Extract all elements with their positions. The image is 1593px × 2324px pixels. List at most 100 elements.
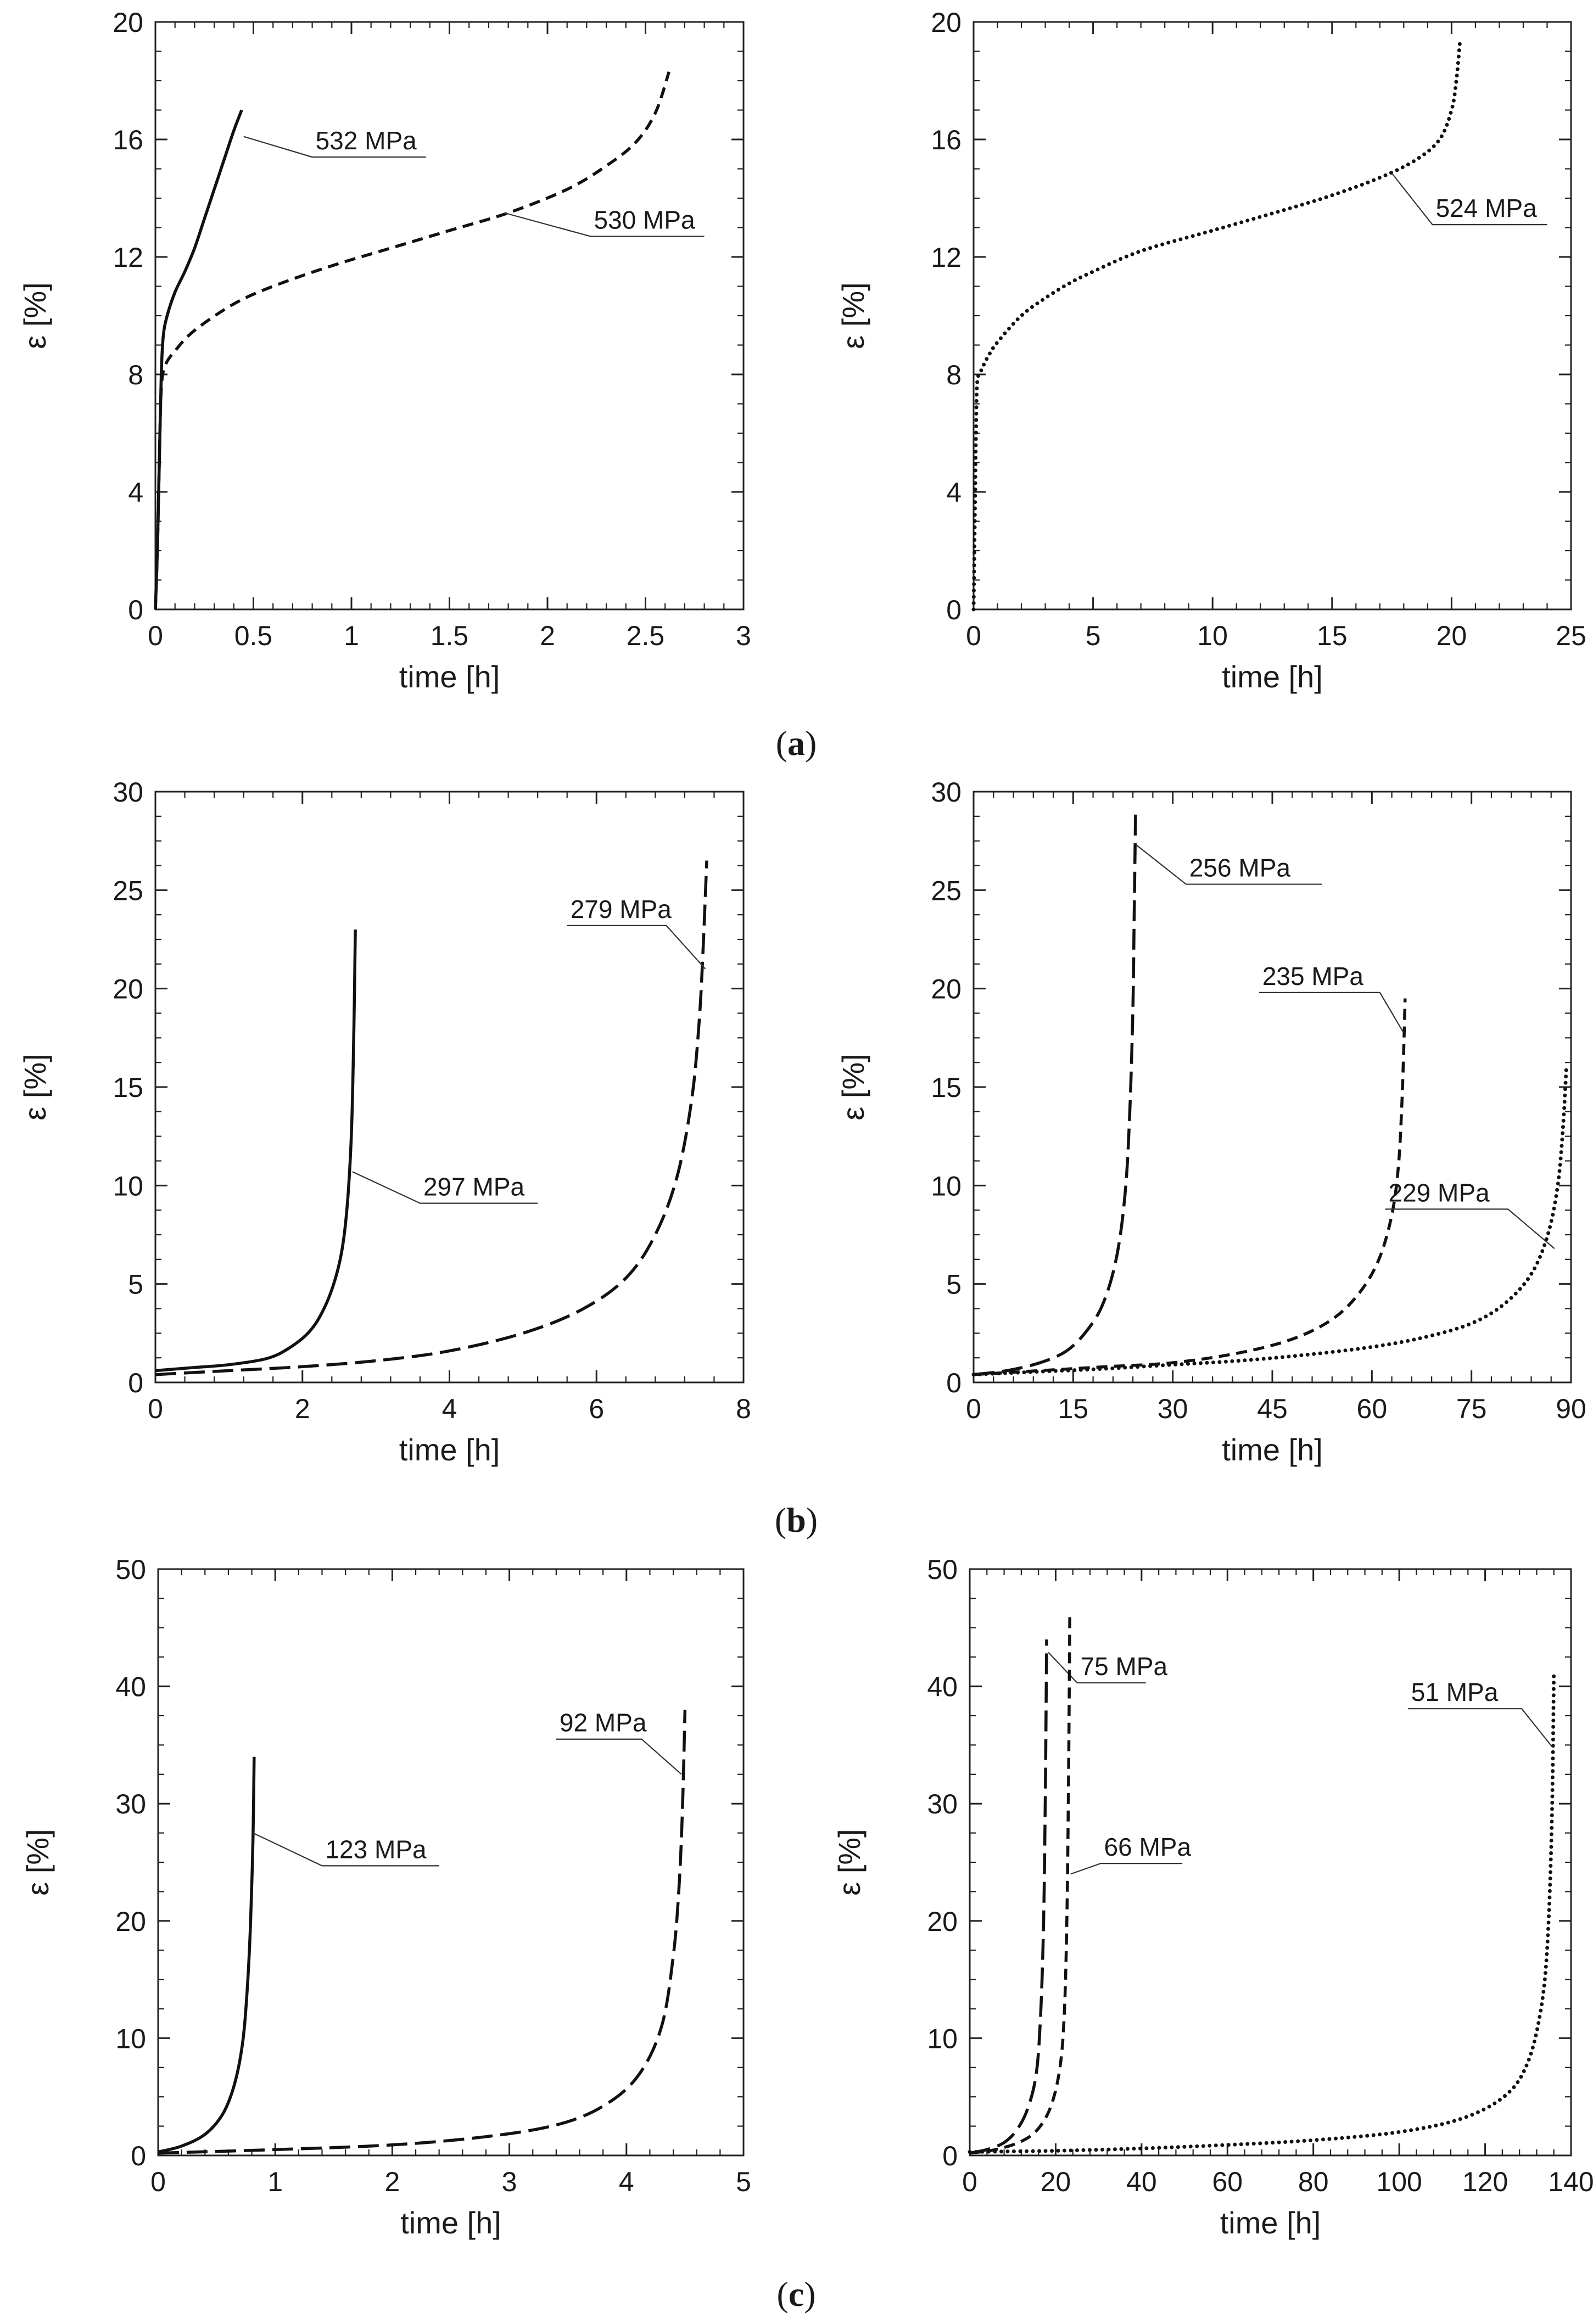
series-line-92-mpa — [158, 1710, 687, 2155]
chart-b-left: 0 2 4 6 8 0 5 10 15 20 25 30 time [h] ε [%] 297 MPa 279… — [18, 777, 751, 1467]
x-tick-label: 2.5 — [627, 620, 665, 651]
plot-frame — [157, 1568, 745, 2157]
y-tick-label: 10 — [927, 2023, 958, 2054]
series-line-51-mpa — [968, 1672, 1556, 2154]
x-axis-label: time [h] — [1222, 659, 1323, 694]
plot-frame — [969, 1568, 1572, 2157]
x-tick-label: 2 — [384, 2166, 400, 2197]
annotation-leader — [1136, 844, 1322, 885]
annotation-leader — [1048, 1651, 1146, 1684]
panel-caption-c: (c) — [776, 2275, 815, 2314]
annotation-leader — [504, 212, 705, 237]
plot-frame — [972, 21, 1572, 611]
x-tick-label: 120 — [1462, 2166, 1508, 2197]
y-tick-label: 12 — [931, 242, 962, 273]
x-tick-label: 10 — [1197, 620, 1228, 651]
series-line-235-mpa — [973, 998, 1407, 1376]
x-tick-label: 0 — [966, 1393, 981, 1424]
x-tick-label: 0 — [150, 2166, 166, 2197]
annotation-leader — [352, 1171, 538, 1204]
y-tick-label: 16 — [113, 125, 143, 155]
y-tick-label: 8 — [128, 360, 143, 390]
chart-c-right: 0 20 40 60 80 100 120 140 0 10 20 30 40 50 time [h] ε [… — [832, 1554, 1593, 2240]
annotation-leader — [556, 1738, 682, 1775]
y-tick-label: 20 — [927, 1906, 958, 1937]
x-tick-label: 0 — [962, 2166, 977, 2197]
x-tick-label: 20 — [1437, 620, 1467, 651]
y-tick-label: 40 — [115, 1672, 146, 1703]
y-tick-label: 0 — [128, 595, 143, 625]
annotation-label: 51 MPa — [1411, 1678, 1499, 1706]
y-tick-label: 0 — [128, 1368, 143, 1398]
chart-a-left: 0 0.5 1 1.5 2 2.5 3 0 4 8 12 16 20 time [h] ε [%] 532 M… — [18, 7, 751, 694]
x-tick-label: 5 — [1086, 620, 1101, 651]
x-tick-label: 80 — [1298, 2166, 1329, 2197]
x-tick-label: 15 — [1058, 1393, 1089, 1424]
x-tick-label: 1 — [267, 2166, 283, 2197]
series-line-279-mpa — [155, 860, 708, 1376]
y-tick-label: 30 — [115, 1789, 146, 1819]
x-tick-label: 25 — [1556, 620, 1586, 651]
x-tick-label: 0 — [148, 620, 163, 651]
annotation-leader — [253, 1832, 439, 1867]
y-axis-label: ε [%] — [832, 1829, 867, 1895]
x-tick-label: 3 — [736, 620, 751, 651]
x-tick-label: 2 — [295, 1393, 310, 1424]
panel-caption-b: (b) — [775, 1500, 818, 1539]
x-tick-label: 1.5 — [431, 620, 469, 651]
annotation-label: 66 MPa — [1104, 1833, 1192, 1861]
chart-b-right: 0 15 30 45 60 75 90 0 5 10 15 20 25 30 time [h] ε [%] 25… — [836, 777, 1586, 1467]
y-axis-label: ε [%] — [20, 1829, 55, 1895]
annotation-leader — [1391, 172, 1547, 226]
y-tick-label: 25 — [931, 875, 962, 906]
x-tick-label: 140 — [1548, 2166, 1593, 2197]
x-tick-label: 0.5 — [234, 620, 273, 651]
x-tick-label: 15 — [1317, 620, 1348, 651]
y-tick-label: 0 — [946, 1368, 962, 1398]
x-tick-label: 3 — [502, 2166, 517, 2197]
y-tick-label: 40 — [927, 1672, 958, 1703]
x-axis-label: time [h] — [400, 2205, 501, 2240]
x-tick-label: 100 — [1376, 2166, 1422, 2197]
annotation-label: 279 MPa — [571, 895, 672, 923]
chart-a-right: 0 5 10 15 20 25 0 4 8 12 16 20 time [h] ε [%] 524 MPa — [836, 7, 1586, 694]
y-tick-label: 10 — [115, 2023, 146, 2054]
annotation-label: 530 MPa — [594, 206, 696, 234]
x-tick-label: 60 — [1212, 2166, 1243, 2197]
y-tick-label: 20 — [115, 1906, 146, 1937]
y-axis-label: ε [%] — [836, 1054, 870, 1120]
y-tick-label: 5 — [128, 1269, 143, 1300]
x-tick-label: 30 — [1158, 1393, 1188, 1424]
y-axis-label: ε [%] — [836, 282, 870, 349]
plot-frame — [154, 791, 745, 1384]
y-tick-label: 4 — [946, 477, 962, 508]
y-tick-label: 0 — [131, 2141, 146, 2171]
x-axis-label: time [h] — [399, 659, 500, 694]
y-axis-label: ε [%] — [18, 282, 52, 349]
x-tick-label: 4 — [619, 2166, 634, 2197]
series-line-256-mpa — [973, 811, 1137, 1376]
x-tick-label: 60 — [1357, 1393, 1388, 1424]
series-line-75-mpa — [969, 1639, 1048, 2155]
series-line-123-mpa — [158, 1756, 256, 2154]
y-tick-label: 10 — [931, 1171, 962, 1201]
annotation-label: 532 MPa — [316, 126, 417, 155]
series-line-297-mpa — [155, 929, 357, 1373]
x-tick-label: 45 — [1257, 1393, 1288, 1424]
y-axis-label: ε [%] — [18, 1054, 52, 1120]
annotation-leader — [1407, 1708, 1553, 1748]
panel-captions: (a) (b) (c) — [775, 724, 818, 2314]
y-tick-label: 30 — [927, 1789, 958, 1819]
y-tick-label: 12 — [113, 242, 143, 273]
y-tick-label: 25 — [113, 875, 143, 906]
x-tick-label: 1 — [344, 620, 359, 651]
x-axis-label: time [h] — [1222, 1432, 1323, 1467]
y-tick-label: 20 — [931, 974, 962, 1005]
x-tick-label: 8 — [736, 1393, 751, 1424]
annotation-label: 123 MPa — [325, 1835, 427, 1863]
series-line-530-mpa — [154, 71, 670, 610]
y-tick-label: 30 — [931, 777, 962, 808]
y-tick-label: 20 — [113, 974, 143, 1005]
y-tick-label: 8 — [946, 360, 962, 390]
